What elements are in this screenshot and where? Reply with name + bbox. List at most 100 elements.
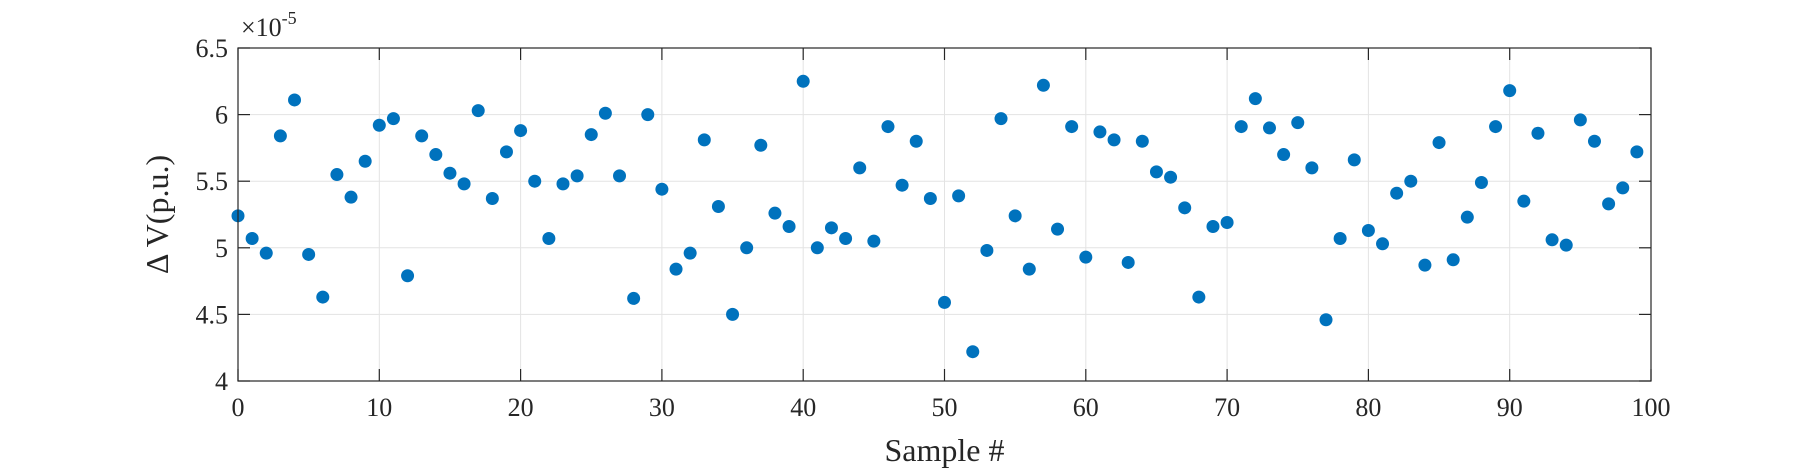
y-tick-label: 4 [215, 367, 228, 396]
data-point [1432, 136, 1446, 150]
y-exponent-power: -5 [282, 8, 297, 28]
data-point [881, 120, 895, 134]
data-point [1262, 121, 1276, 135]
data-point [471, 104, 485, 118]
data-point [1107, 133, 1121, 147]
data-point [1008, 209, 1022, 223]
data-point [1630, 145, 1644, 159]
x-tick-label: 20 [508, 393, 534, 422]
x-tick-label: 30 [649, 393, 675, 422]
y-tick-label: 5 [215, 234, 228, 263]
data-point [952, 189, 966, 203]
data-point [1503, 84, 1517, 98]
data-point [1460, 210, 1474, 224]
data-point [358, 154, 372, 168]
x-tick-label: 40 [790, 393, 816, 422]
x-tick-label: 50 [932, 393, 958, 422]
data-point [853, 161, 867, 175]
data-point [1164, 170, 1178, 184]
y-tick-label: 5.5 [196, 167, 229, 196]
y-exponent-label: ×10-5 [241, 8, 297, 42]
data-point [839, 231, 853, 245]
data-point [1135, 134, 1149, 148]
data-point [895, 178, 909, 192]
data-point [288, 93, 302, 107]
data-point [1220, 215, 1234, 229]
data-point [796, 74, 810, 88]
data-point [528, 174, 542, 188]
data-point [344, 190, 358, 204]
data-point [401, 269, 415, 283]
data-point [499, 145, 513, 159]
data-point [782, 219, 796, 233]
data-point [570, 169, 584, 183]
data-point [485, 192, 499, 206]
data-point [641, 108, 655, 122]
data-point [1390, 186, 1404, 200]
data-point [726, 307, 740, 321]
data-point [1418, 258, 1432, 272]
data-point [1319, 313, 1333, 327]
data-point [994, 112, 1008, 126]
data-point [556, 177, 570, 191]
data-point [1248, 92, 1262, 106]
data-point [1192, 290, 1206, 304]
data-point [330, 168, 344, 182]
data-point [627, 291, 641, 305]
y-tick-label: 6.5 [196, 34, 229, 63]
axis-ticks [237, 47, 1652, 382]
data-point [1206, 219, 1220, 233]
data-point [740, 241, 754, 255]
data-points [231, 74, 1644, 359]
data-point [372, 118, 386, 132]
x-tick-label: 60 [1073, 393, 1099, 422]
data-point [613, 169, 627, 183]
y-tick-label: 4.5 [196, 300, 229, 329]
data-point [542, 231, 556, 245]
data-point [1065, 120, 1079, 134]
x-tick-label: 90 [1497, 393, 1523, 422]
data-point [923, 192, 937, 206]
data-point [457, 177, 471, 191]
data-point [1051, 222, 1065, 236]
data-point [415, 129, 429, 143]
data-point [655, 182, 669, 196]
data-point [754, 138, 768, 152]
data-point [514, 124, 528, 138]
data-point [938, 295, 951, 309]
y-tick-label: 6 [215, 101, 228, 130]
data-point [1234, 120, 1248, 134]
data-point [980, 243, 994, 257]
data-point [259, 246, 273, 260]
data-point [669, 262, 683, 276]
data-point [1489, 120, 1503, 134]
data-point [1291, 116, 1305, 130]
data-point [1361, 223, 1375, 237]
data-point [584, 128, 598, 142]
data-point [273, 129, 287, 143]
y-exponent-base: ×10 [241, 13, 282, 42]
data-point [909, 134, 923, 148]
data-point [711, 200, 725, 214]
x-axis-title: Sample # [885, 432, 1005, 468]
data-point [1333, 231, 1347, 245]
data-point [1305, 161, 1319, 175]
data-point [1446, 253, 1460, 267]
x-tick-label: 0 [232, 393, 245, 422]
data-point [245, 231, 259, 245]
data-point [1121, 255, 1135, 269]
data-point [1149, 165, 1163, 179]
data-point [1079, 250, 1093, 264]
data-point [1404, 174, 1418, 188]
x-tick-labels: 0 10 20 30 40 50 60 70 80 90 100 [232, 393, 1671, 422]
data-point [1277, 148, 1291, 162]
data-point [1347, 153, 1361, 167]
data-point [867, 234, 881, 248]
data-point [697, 133, 711, 147]
data-point [683, 246, 697, 260]
data-point [429, 148, 443, 162]
data-point [768, 206, 782, 220]
data-point [810, 241, 824, 255]
data-point [1517, 194, 1531, 208]
